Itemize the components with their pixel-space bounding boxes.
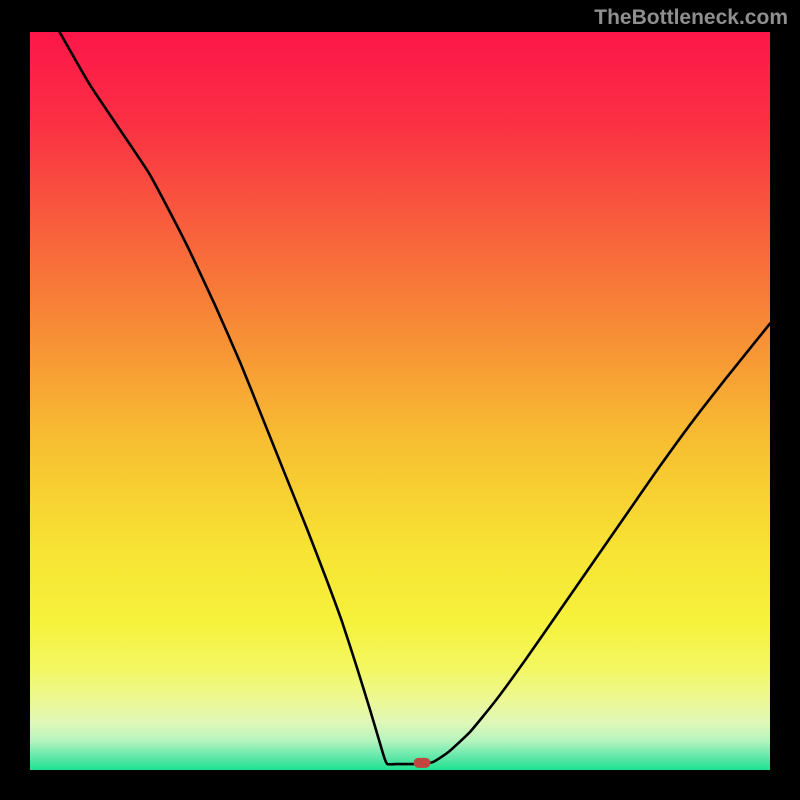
chart-curve-svg bbox=[30, 32, 770, 770]
chart-curve-right bbox=[422, 324, 770, 765]
chart-optimum-marker bbox=[414, 757, 431, 767]
chart-plot-area bbox=[30, 32, 770, 770]
watermark-text: TheBottleneck.com bbox=[594, 6, 788, 30]
chart-curve-left bbox=[60, 32, 423, 764]
